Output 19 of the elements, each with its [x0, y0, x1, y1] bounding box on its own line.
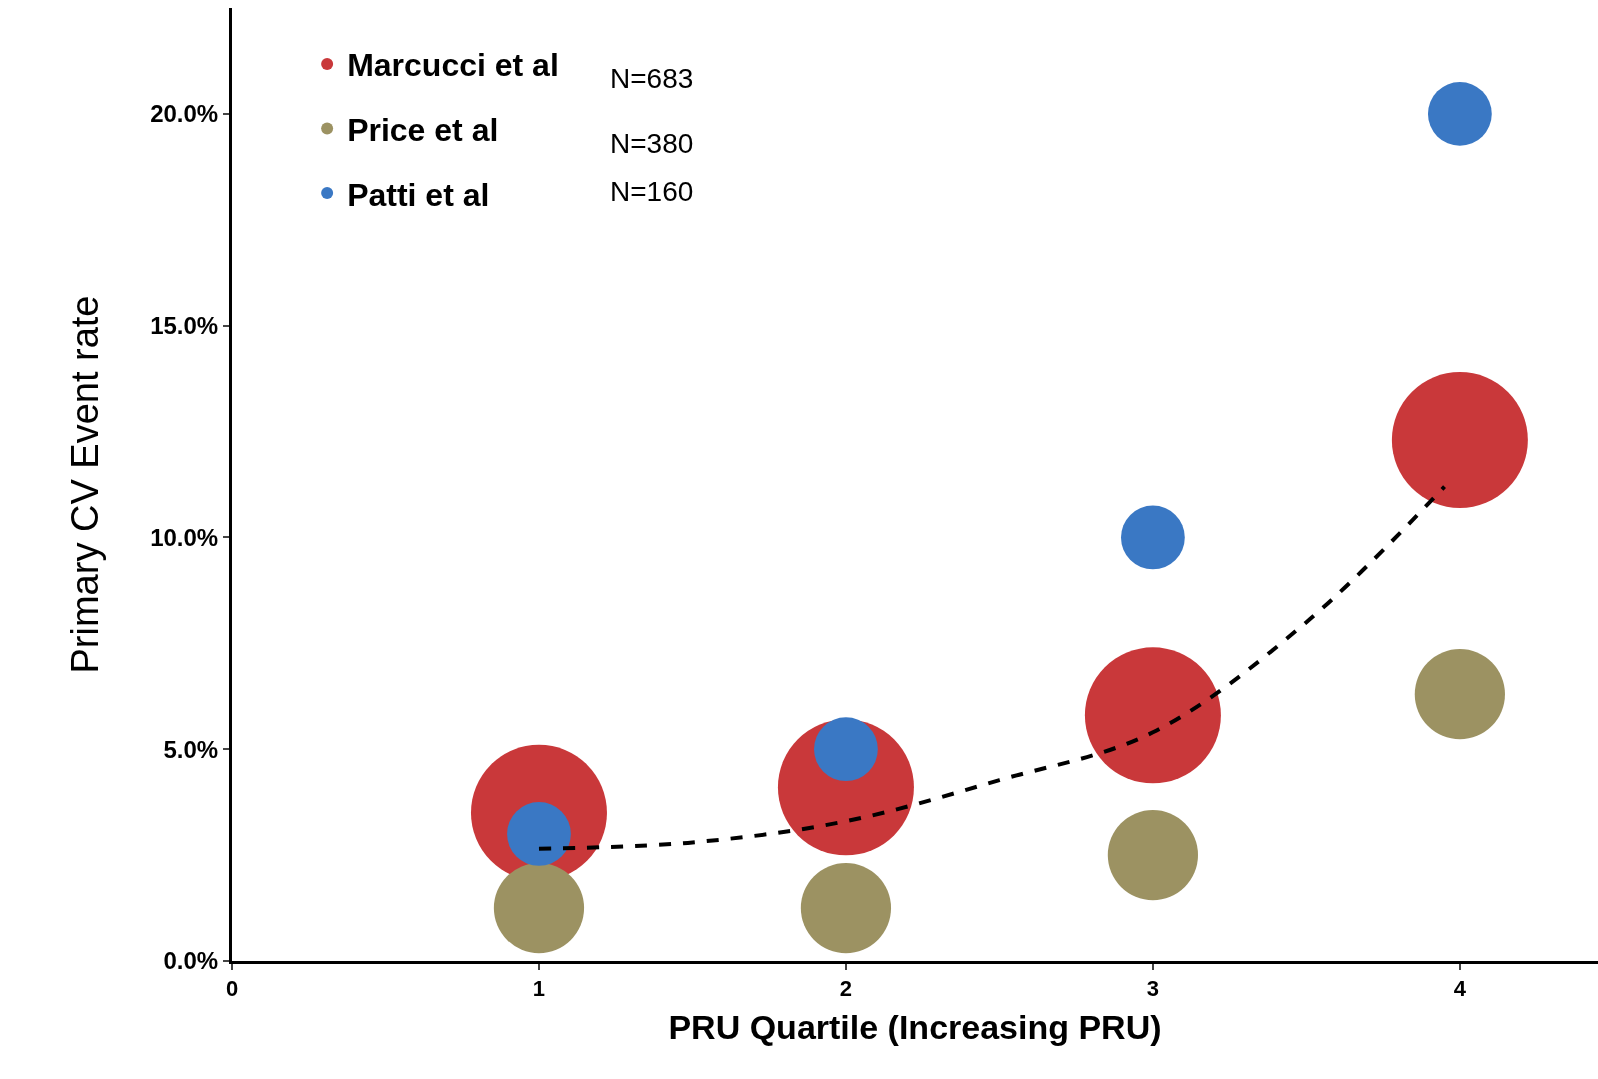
- x-tick-label: 0: [225, 976, 239, 1002]
- y-tick-label: 20.0%: [150, 100, 219, 128]
- legend-label: Marcucci et al: [347, 47, 559, 84]
- annotation: N=683: [610, 63, 694, 94]
- x-tick-label: 1: [532, 976, 546, 1002]
- line-series: [536, 484, 1447, 851]
- y-axis-title: Primary CV Event rate: [64, 295, 107, 674]
- annotation: N=380: [610, 128, 694, 159]
- x-tick-label: 2: [839, 976, 853, 1002]
- y-tick-label: 5.0%: [163, 735, 219, 763]
- x-axis-title: PRU Quartile (Increasing PRU): [668, 1007, 1162, 1046]
- legend-label: Patti et al: [347, 176, 490, 213]
- y-tick-label: 10.0%: [150, 523, 219, 551]
- y-tick-label: 0.0%: [163, 947, 219, 975]
- y-tick-label: 15.0%: [150, 312, 219, 340]
- x-tick-label: 3: [1146, 976, 1160, 1002]
- legend-label: Price et al: [347, 111, 499, 148]
- x-tick-label: 4: [1453, 976, 1467, 1002]
- annotation: N=160: [610, 176, 694, 207]
